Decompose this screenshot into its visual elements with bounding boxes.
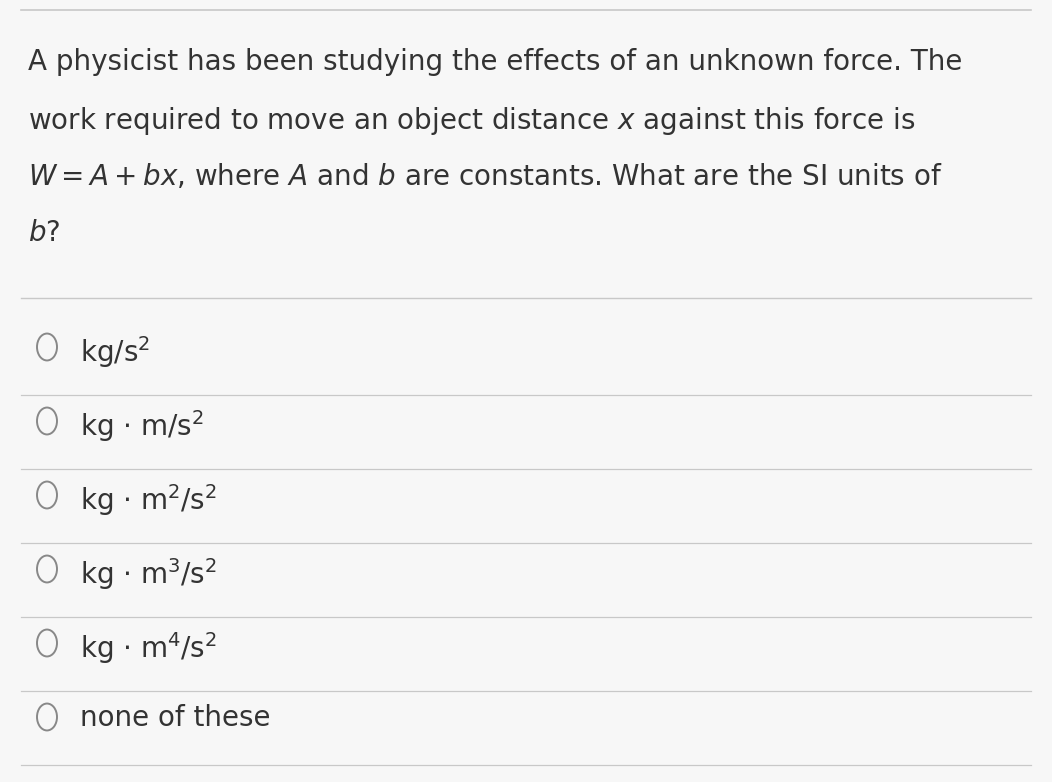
Text: kg $\cdot$ m$^2$/s$^2$: kg $\cdot$ m$^2$/s$^2$ (80, 482, 217, 518)
Text: kg $\cdot$ m/s$^2$: kg $\cdot$ m/s$^2$ (80, 408, 204, 444)
Text: $W = A + bx$, where $A$ and $b$ are constants. What are the SI units of: $W = A + bx$, where $A$ and $b$ are cons… (28, 162, 943, 191)
Text: work required to move an object distance $x$ against this force is: work required to move an object distance… (28, 105, 915, 137)
Text: A physicist has been studying the effects of an unknown force. The: A physicist has been studying the effect… (28, 48, 963, 76)
Text: none of these: none of these (80, 704, 270, 732)
Text: kg $\cdot$ m$^4$/s$^2$: kg $\cdot$ m$^4$/s$^2$ (80, 630, 217, 666)
Text: kg $\cdot$ m$^3$/s$^2$: kg $\cdot$ m$^3$/s$^2$ (80, 556, 217, 592)
Text: $b$?: $b$? (28, 219, 60, 247)
Text: kg/s$^2$: kg/s$^2$ (80, 334, 150, 370)
